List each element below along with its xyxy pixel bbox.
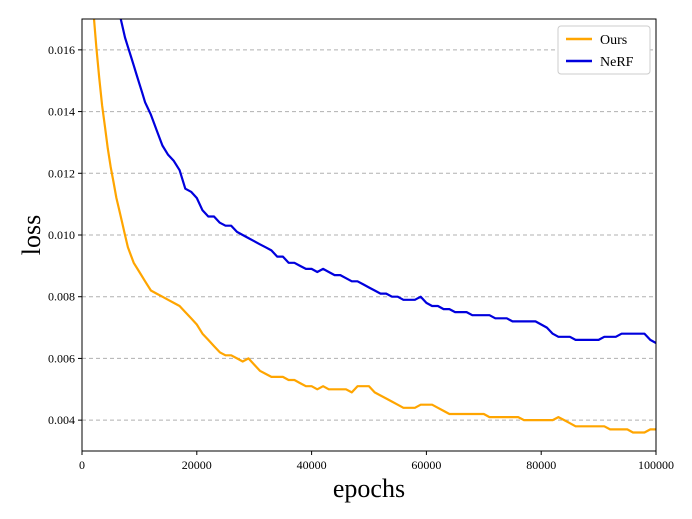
- x-tick-label: 60000: [411, 458, 441, 472]
- x-tick-label: 40000: [297, 458, 327, 472]
- x-tick-label: 20000: [182, 458, 212, 472]
- legend: Ours NeRF: [557, 25, 651, 75]
- series-line-ours: [92, 19, 656, 434]
- x-tick-label: 100000: [638, 458, 674, 472]
- y-tick-label: 0.016: [48, 43, 75, 57]
- legend-label-ours: Ours: [600, 33, 627, 48]
- series-line-nerf: [119, 19, 656, 345]
- y-tick-label: 0.010: [48, 228, 75, 242]
- grid-lines: [82, 49, 656, 421]
- x-axis-ticks: 0 20000 40000 60000 80000 100000: [79, 451, 674, 472]
- y-tick-label: 0.004: [48, 413, 75, 427]
- y-tick-label: 0.014: [48, 105, 75, 119]
- y-axis-title: loss: [17, 215, 46, 255]
- x-tick-label: 80000: [526, 458, 556, 472]
- series-layer: [92, 19, 656, 434]
- x-tick-label: 0: [79, 458, 85, 472]
- x-axis-title: epochs: [333, 474, 405, 503]
- legend-label-nerf: NeRF: [600, 55, 634, 70]
- y-tick-label: 0.012: [48, 166, 75, 180]
- y-axis-ticks: 0.004 0.006 0.008 0.010 0.012 0.014 0.016: [48, 43, 82, 427]
- y-tick-label: 0.006: [48, 351, 75, 365]
- y-tick-label: 0.008: [48, 290, 75, 304]
